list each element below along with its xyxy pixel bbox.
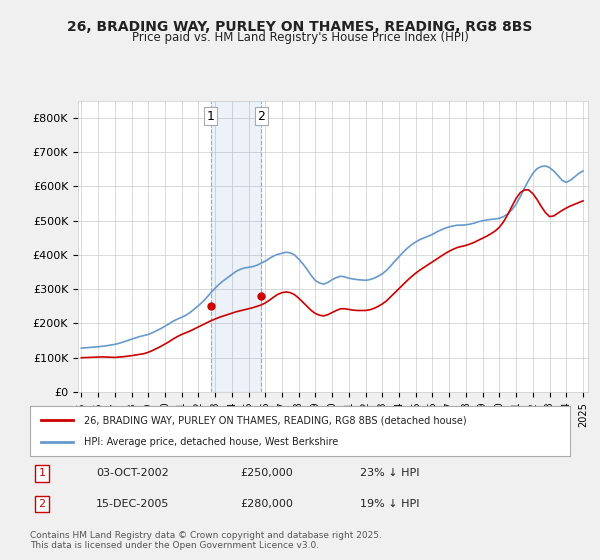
Text: 2: 2 <box>257 110 265 123</box>
Text: 1: 1 <box>38 468 46 478</box>
Text: 26, BRADING WAY, PURLEY ON THAMES, READING, RG8 8BS: 26, BRADING WAY, PURLEY ON THAMES, READI… <box>67 20 533 34</box>
Text: £280,000: £280,000 <box>240 499 293 509</box>
Text: 15-DEC-2005: 15-DEC-2005 <box>96 499 169 509</box>
Text: 23% ↓ HPI: 23% ↓ HPI <box>360 468 419 478</box>
Bar <box>211 101 261 392</box>
Text: 19% ↓ HPI: 19% ↓ HPI <box>360 499 419 509</box>
Text: £250,000: £250,000 <box>240 468 293 478</box>
Text: Price paid vs. HM Land Registry's House Price Index (HPI): Price paid vs. HM Land Registry's House … <box>131 31 469 44</box>
Text: HPI: Average price, detached house, West Berkshire: HPI: Average price, detached house, West… <box>84 437 338 447</box>
Text: 1: 1 <box>207 110 215 123</box>
Text: Contains HM Land Registry data © Crown copyright and database right 2025.
This d: Contains HM Land Registry data © Crown c… <box>30 530 382 550</box>
Text: 26, BRADING WAY, PURLEY ON THAMES, READING, RG8 8BS (detached house): 26, BRADING WAY, PURLEY ON THAMES, READI… <box>84 415 467 425</box>
Text: 2: 2 <box>38 499 46 509</box>
Text: 03-OCT-2002: 03-OCT-2002 <box>96 468 169 478</box>
